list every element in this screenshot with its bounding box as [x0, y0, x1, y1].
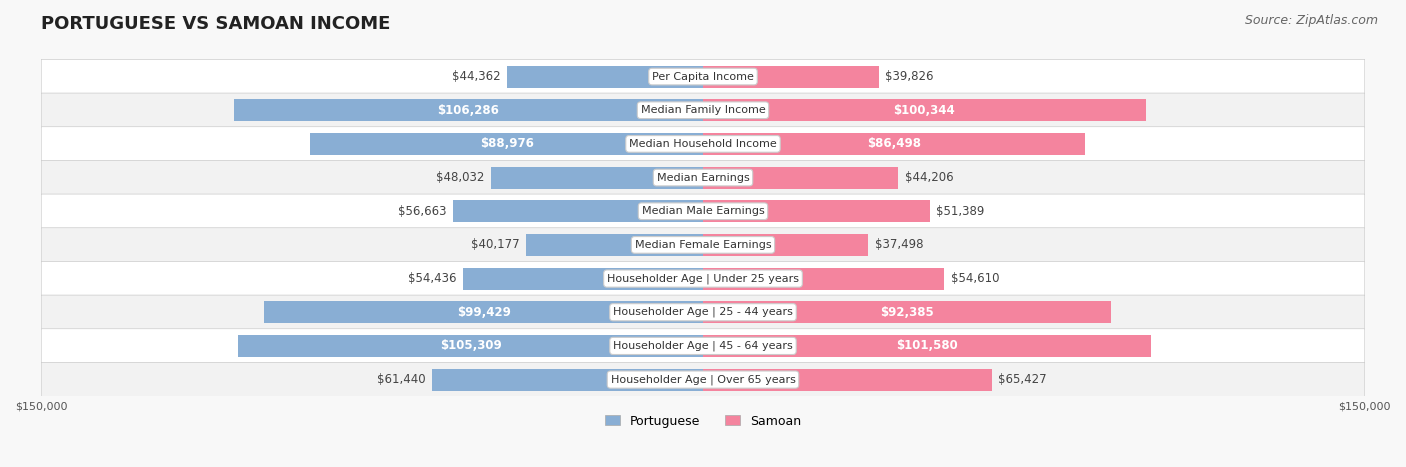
Text: $101,580: $101,580 [896, 340, 957, 353]
Text: $86,498: $86,498 [868, 137, 921, 150]
Bar [703, 167, 898, 189]
Bar [235, 99, 703, 121]
Bar [703, 335, 1152, 357]
Text: Median Family Income: Median Family Income [641, 105, 765, 115]
Text: Householder Age | 45 - 64 years: Householder Age | 45 - 64 years [613, 340, 793, 351]
Bar [453, 200, 703, 222]
Text: Householder Age | Over 65 years: Householder Age | Over 65 years [610, 375, 796, 385]
FancyBboxPatch shape [41, 127, 1365, 161]
Text: $54,610: $54,610 [950, 272, 1000, 285]
Text: Source: ZipAtlas.com: Source: ZipAtlas.com [1244, 14, 1378, 27]
FancyBboxPatch shape [41, 194, 1365, 228]
Text: $54,436: $54,436 [408, 272, 456, 285]
Text: $51,389: $51,389 [936, 205, 984, 218]
Text: Median Female Earnings: Median Female Earnings [634, 240, 772, 250]
Text: $44,362: $44,362 [453, 70, 501, 83]
Text: Median Earnings: Median Earnings [657, 173, 749, 183]
Text: $44,206: $44,206 [904, 171, 953, 184]
FancyBboxPatch shape [41, 59, 1365, 94]
FancyBboxPatch shape [41, 295, 1365, 329]
Text: $39,826: $39,826 [886, 70, 934, 83]
Text: $56,663: $56,663 [398, 205, 446, 218]
Text: $92,385: $92,385 [880, 306, 934, 319]
Bar [239, 335, 703, 357]
Bar [703, 268, 943, 290]
FancyBboxPatch shape [41, 362, 1365, 397]
Bar [703, 99, 1146, 121]
Text: $48,032: $48,032 [436, 171, 485, 184]
Bar [264, 301, 703, 323]
Text: Median Household Income: Median Household Income [628, 139, 778, 149]
Text: Median Male Earnings: Median Male Earnings [641, 206, 765, 216]
Bar [703, 66, 879, 87]
Bar [508, 66, 703, 87]
Bar [432, 368, 703, 390]
Bar [491, 167, 703, 189]
Text: $65,427: $65,427 [998, 373, 1047, 386]
Text: $40,177: $40,177 [471, 239, 519, 251]
Text: $61,440: $61,440 [377, 373, 426, 386]
FancyBboxPatch shape [41, 262, 1365, 296]
Text: Householder Age | 25 - 44 years: Householder Age | 25 - 44 years [613, 307, 793, 318]
Bar [703, 368, 991, 390]
Text: $37,498: $37,498 [875, 239, 924, 251]
Bar [311, 133, 703, 155]
Text: $106,286: $106,286 [437, 104, 499, 117]
FancyBboxPatch shape [41, 228, 1365, 262]
Bar [703, 133, 1084, 155]
Text: $88,976: $88,976 [479, 137, 534, 150]
Text: $105,309: $105,309 [440, 340, 502, 353]
Bar [526, 234, 703, 256]
FancyBboxPatch shape [41, 329, 1365, 363]
Bar [463, 268, 703, 290]
FancyBboxPatch shape [41, 93, 1365, 127]
Text: Householder Age | Under 25 years: Householder Age | Under 25 years [607, 273, 799, 284]
Bar [703, 200, 929, 222]
Text: PORTUGUESE VS SAMOAN INCOME: PORTUGUESE VS SAMOAN INCOME [41, 15, 391, 33]
Bar [703, 234, 869, 256]
FancyBboxPatch shape [41, 160, 1365, 195]
Legend: Portuguese, Samoan: Portuguese, Samoan [600, 410, 806, 432]
Text: $99,429: $99,429 [457, 306, 510, 319]
Bar [703, 301, 1111, 323]
Text: $100,344: $100,344 [893, 104, 955, 117]
Text: Per Capita Income: Per Capita Income [652, 71, 754, 82]
